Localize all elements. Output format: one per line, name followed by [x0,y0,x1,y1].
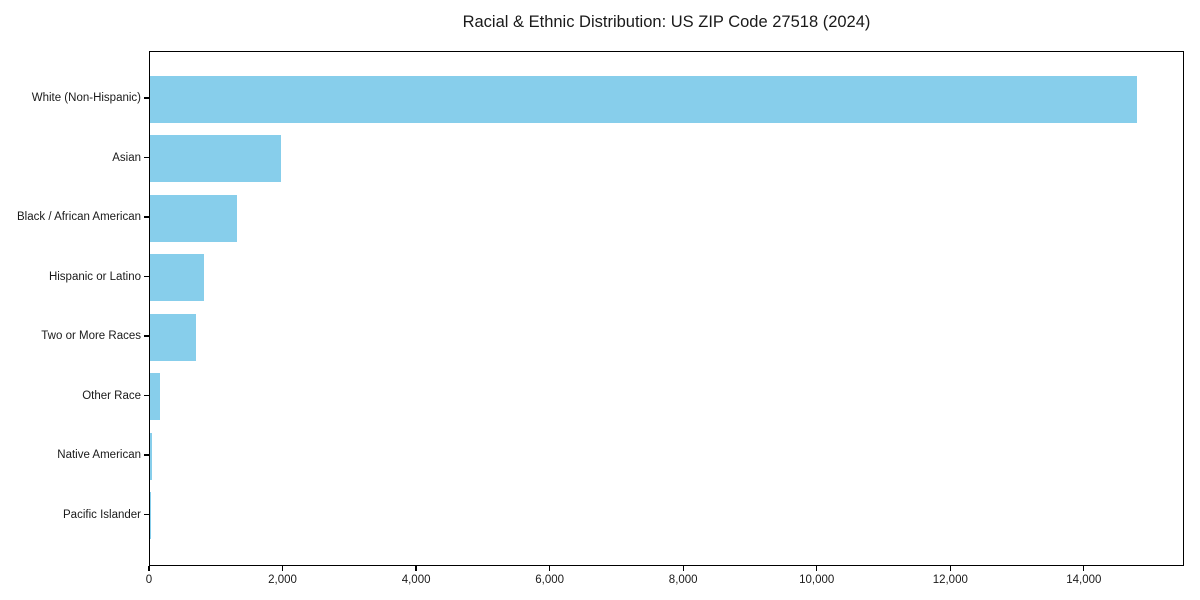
plot-area [149,51,1184,566]
y-tick-label: Hispanic or Latino [48,270,141,283]
x-tick-mark [549,566,551,571]
y-tick-mark [144,394,149,397]
y-tick-label: Native American [57,449,141,461]
x-tick-label: 0 [145,574,153,586]
x-tick-label: 14,000 [1066,574,1102,586]
x-tick-mark [415,566,417,571]
y-tick-label: White (Non-Hispanic) [31,92,141,104]
bar-other-race [150,373,160,420]
bar-black-african-american [150,194,237,242]
y-tick-mark [144,275,149,278]
y-tick-label: Black / African American [17,211,141,223]
bar-two-or-more-races [150,313,197,361]
y-tick-label: Pacific Islander [63,508,141,521]
bar-native-american [150,432,152,480]
y-tick-label: Two or More Races [41,330,141,342]
x-tick-mark [148,566,150,571]
x-tick-mark [949,566,951,571]
y-tick-label: Other Race [82,389,141,402]
y-tick-mark [144,216,149,218]
x-tick-label: 8,000 [668,574,698,586]
bar-pacific-islander [150,492,151,539]
x-tick-mark [682,566,684,571]
bar-asian [150,135,281,182]
x-tick-label: 4,000 [401,574,431,586]
x-tick-label: 6,000 [535,574,565,586]
y-tick-mark [144,454,149,456]
y-tick-mark [144,335,149,337]
bar-hispanic-or-latino [150,254,205,301]
x-tick-mark [281,566,284,571]
x-tick-label: 12,000 [932,574,968,586]
y-tick-label: Asian [112,151,141,164]
bar-white-non-hispanic [150,75,1137,123]
x-tick-mark [1083,566,1085,571]
x-tick-mark [816,566,818,571]
y-tick-mark [144,513,149,516]
y-tick-mark [144,156,149,159]
x-tick-label: 2,000 [268,574,297,586]
chart-title: Racial & Ethnic Distribution: US ZIP Cod… [462,13,871,31]
y-tick-mark [144,97,149,99]
x-tick-label: 10,000 [799,574,835,586]
